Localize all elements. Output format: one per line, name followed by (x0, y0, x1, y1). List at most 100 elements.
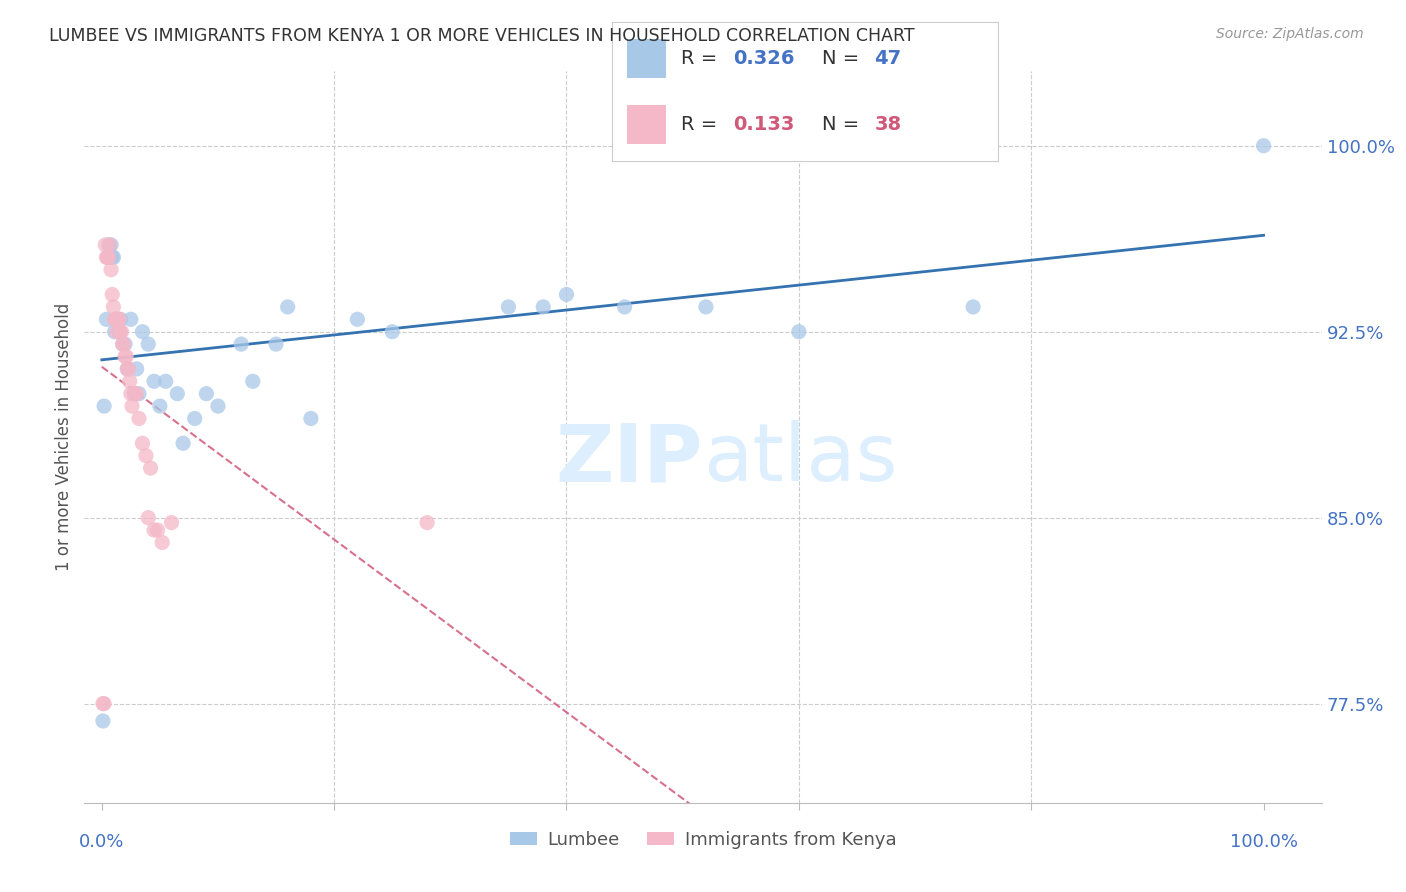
Point (108, 325, 131, 339)
Point (103, 300, 125, 314)
Point (135, 449, 157, 463)
Point (117, 362, 139, 376)
Text: R =: R = (682, 115, 724, 134)
Point (207, 399, 229, 413)
Point (166, 386, 188, 401)
Point (787, 325, 810, 339)
Point (695, 300, 717, 314)
Bar (627, 39, 666, 78)
Point (111, 337, 134, 351)
Point (97, 250, 120, 264)
Point (242, 374, 264, 388)
Point (91, 714, 114, 728)
Point (150, 535, 173, 549)
Point (103, 312, 125, 326)
Point (97, 250, 120, 264)
Point (105, 325, 128, 339)
Point (299, 411, 322, 425)
Point (115, 350, 138, 364)
Point (118, 374, 141, 388)
Y-axis label: 1 or more Vehicles in Household: 1 or more Vehicles in Household (55, 303, 73, 571)
Text: 100.0%: 100.0% (1230, 832, 1298, 851)
Point (143, 523, 166, 537)
Point (97, 250, 120, 264)
Point (264, 337, 287, 351)
Point (94, 238, 117, 252)
Text: 0.0%: 0.0% (79, 832, 125, 851)
Point (149, 399, 172, 413)
Point (98, 238, 121, 252)
Text: 0.133: 0.133 (734, 115, 794, 134)
Point (101, 250, 124, 264)
Point (139, 461, 162, 475)
Point (124, 386, 146, 401)
Text: LUMBEE VS IMMIGRANTS FROM KENYA 1 OR MORE VEHICLES IN HOUSEHOLD CORRELATION CHAR: LUMBEE VS IMMIGRANTS FROM KENYA 1 OR MOR… (49, 27, 915, 45)
Point (111, 337, 134, 351)
Text: N =: N = (823, 49, 866, 68)
Point (96, 250, 118, 264)
Point (117, 362, 139, 376)
Text: R =: R = (682, 49, 724, 68)
Point (125, 386, 148, 401)
Point (143, 374, 166, 388)
Text: 38: 38 (875, 115, 901, 134)
Legend: Lumbee, Immigrants from Kenya: Lumbee, Immigrants from Kenya (502, 823, 904, 856)
Point (131, 325, 153, 339)
Point (531, 300, 554, 314)
Point (101, 287, 124, 301)
Point (136, 510, 159, 524)
Point (100, 262, 122, 277)
Point (231, 337, 253, 351)
Point (97, 238, 120, 252)
Point (114, 350, 136, 364)
Point (160, 516, 183, 530)
Point (172, 436, 194, 450)
Point (107, 312, 129, 326)
Point (346, 312, 368, 326)
Point (381, 325, 404, 339)
Point (120, 312, 142, 326)
Point (962, 300, 984, 314)
Point (112, 337, 135, 351)
Point (128, 386, 150, 401)
Point (110, 325, 132, 339)
Point (416, 516, 439, 530)
Point (107, 312, 129, 326)
Point (155, 374, 177, 388)
Point (110, 312, 132, 326)
Text: ZIP: ZIP (555, 420, 703, 498)
Point (124, 386, 146, 401)
Text: 47: 47 (875, 49, 901, 68)
Text: atlas: atlas (703, 420, 897, 498)
Point (555, 287, 578, 301)
Point (93, 697, 115, 711)
Point (91, 697, 114, 711)
Text: Source: ZipAtlas.com: Source: ZipAtlas.com (1216, 27, 1364, 41)
Point (114, 337, 136, 351)
Point (103, 325, 125, 339)
Point (104, 312, 127, 326)
Point (110, 325, 132, 339)
Point (100, 238, 122, 252)
Point (121, 399, 143, 413)
Point (125, 362, 148, 376)
Point (146, 523, 169, 537)
Point (103, 250, 125, 264)
Point (96, 312, 118, 326)
Bar (627, 105, 666, 144)
Point (183, 411, 205, 425)
Text: 0.326: 0.326 (734, 49, 794, 68)
Text: N =: N = (823, 115, 866, 134)
Point (498, 300, 520, 314)
Point (277, 300, 299, 314)
Point (104, 312, 127, 326)
Point (108, 312, 131, 326)
Point (120, 386, 142, 401)
Point (613, 300, 636, 314)
Point (117, 362, 139, 376)
Point (195, 386, 218, 401)
Point (105, 312, 128, 326)
Point (128, 411, 150, 425)
Point (136, 337, 159, 351)
Point (1253, 138, 1275, 153)
